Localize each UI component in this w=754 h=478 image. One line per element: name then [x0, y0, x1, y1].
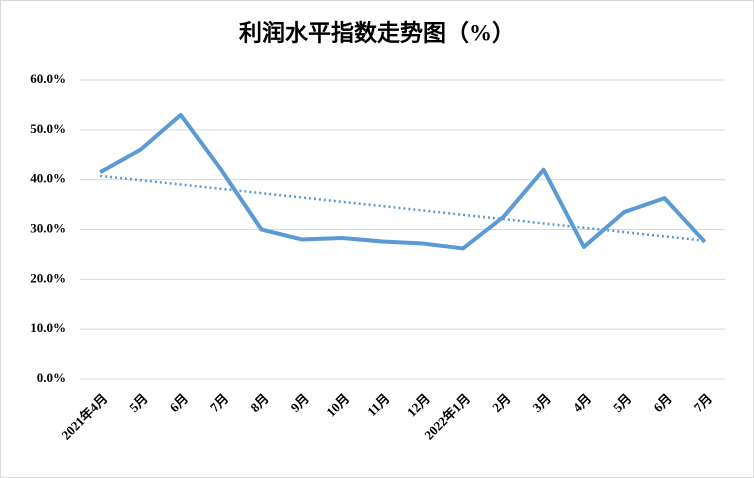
y-tick-label: 10.0%: [30, 320, 66, 335]
y-tick-label: 40.0%: [30, 171, 66, 186]
y-tick-label: 0.0%: [37, 370, 66, 385]
y-tick-label: 20.0%: [30, 270, 66, 285]
chart-title: 利润水平指数走势图（%）: [239, 19, 515, 45]
y-tick-label: 50.0%: [30, 121, 66, 136]
y-tick-label: 30.0%: [30, 220, 66, 235]
y-tick-label: 60.0%: [30, 71, 66, 86]
trendline: [100, 174, 705, 242]
